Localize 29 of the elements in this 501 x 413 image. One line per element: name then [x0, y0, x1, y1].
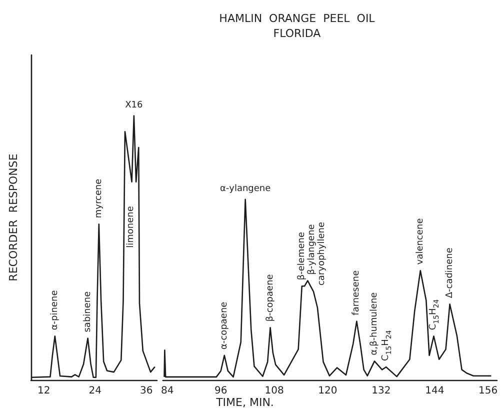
- x-tick-label: 36: [140, 386, 153, 396]
- x-tick-label: 96: [214, 386, 228, 396]
- annotation: α-ylangene: [220, 184, 272, 194]
- annotation: sabinene: [82, 290, 93, 332]
- annotation: Δ-cadinene: [444, 247, 455, 298]
- x-tick-label: 108: [264, 386, 284, 396]
- annotation: β-copaene: [265, 274, 276, 322]
- x-tick-label: 144: [425, 386, 444, 396]
- x-tick-label: 120: [318, 386, 338, 396]
- annotation: myrcene: [94, 178, 104, 218]
- x-tick-label: 156: [478, 386, 498, 396]
- annotation: β-ylangene: [306, 224, 317, 275]
- annotation: farnesene: [352, 270, 362, 316]
- x-tick-label: 132: [372, 386, 391, 396]
- annotation: X16: [125, 100, 144, 110]
- annotation: α-copaene: [219, 301, 230, 350]
- annotation: α-pinene: [50, 290, 60, 330]
- annotation: caryophyllene: [316, 222, 327, 286]
- x-tick-label: 84: [160, 386, 174, 396]
- annotation: limonene: [126, 206, 136, 248]
- y-axis-title: RECORDER RESPONSE: [7, 154, 20, 282]
- x-tick-label: 24: [88, 386, 102, 396]
- annotation: valencene: [415, 218, 426, 265]
- annotation: β-elemene: [296, 232, 307, 280]
- chart-title: HAMLIN ORANGE PEEL OIL: [219, 12, 376, 25]
- x-tick-label: 12: [37, 386, 50, 396]
- annotation: α,β-humulene: [370, 292, 380, 356]
- chart-subtitle: FLORIDA: [273, 27, 322, 40]
- x-axis-title: TIME, MIN.: [215, 396, 275, 409]
